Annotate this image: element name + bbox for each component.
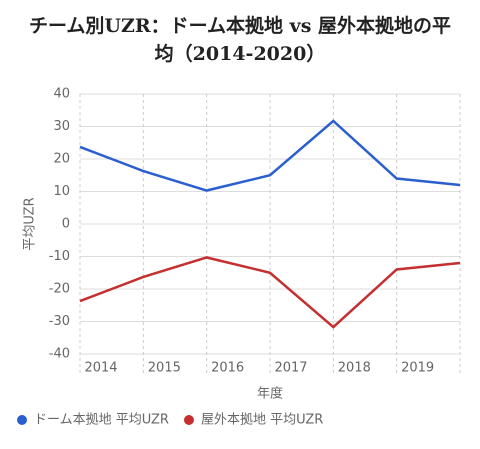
y-tick-label: 30: [53, 119, 70, 134]
legend-label: 屋外本拠地 平均UZR: [201, 413, 323, 428]
y-tick-label: -30: [49, 314, 70, 329]
y-axis-label: 平均UZR: [23, 197, 38, 250]
legend-marker: [17, 415, 27, 425]
y-tick-label: 10: [53, 184, 70, 199]
y-tick-label: -40: [49, 347, 70, 362]
y-tick-label: -20: [49, 282, 70, 297]
chart-title: チーム別UZR：ドーム本拠地 vs 屋外本拠地の平均（2014-2020）: [28, 15, 452, 65]
x-axis-label: 年度: [257, 386, 283, 402]
x-tick-label: 2016: [211, 361, 244, 376]
x-tick-label: 2019: [401, 361, 434, 376]
y-tick-label: 20: [53, 152, 70, 167]
x-tick-label: 2018: [338, 361, 371, 376]
x-tick-label: 2015: [148, 361, 181, 376]
x-tick-label: 2014: [84, 361, 117, 376]
y-tick-label: 40: [53, 87, 70, 102]
x-tick-label: 2017: [274, 361, 307, 376]
legend-label: ドーム本拠地 平均UZR: [34, 413, 169, 428]
y-tick-label: -10: [49, 249, 70, 264]
legend-marker: [183, 415, 194, 425]
y-tick-label: 0: [62, 217, 70, 232]
line: [79, 119, 461, 192]
line: [79, 256, 461, 329]
